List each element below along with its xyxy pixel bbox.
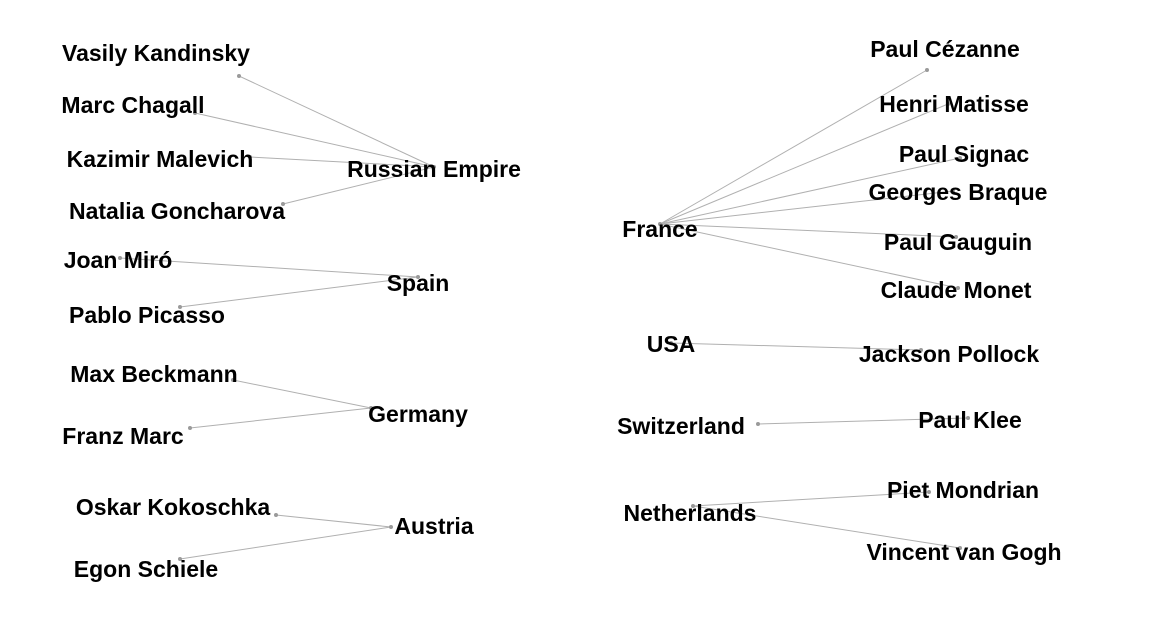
artist-label-max-beckmann: Max Beckmann: [70, 361, 237, 387]
node-dot-switzerland: [756, 422, 760, 426]
edge-france-georges-braque: [659, 190, 954, 225]
artist-label-paul-gauguin: Paul Gauguin: [884, 229, 1032, 255]
edge-switzerland-paul-klee: [757, 417, 969, 425]
node-dot-vincent-van-gogh: [958, 546, 962, 550]
node-dot-germany: [369, 406, 373, 410]
edge-netherlands-piet-mondrian: [692, 491, 930, 507]
artist-label-natalia-goncharova: Natalia Goncharova: [69, 198, 285, 224]
artist-label-egon-schiele: Egon Schiele: [74, 556, 218, 582]
node-dot-egon-schiele: [178, 557, 182, 561]
node-dot-paul-klee: [966, 416, 970, 420]
artist-label-joan-miro: Joan Miró: [64, 247, 173, 273]
node-dot-russian-empire: [432, 165, 436, 169]
node-dot-joan-miro: [118, 256, 122, 260]
country-label-netherlands: Netherlands: [624, 500, 757, 526]
edge-france-henri-matisse: [659, 103, 949, 225]
node-dot-henri-matisse: [946, 102, 950, 106]
node-dot-spain: [416, 275, 420, 279]
node-dot-layer: [118, 68, 970, 561]
node-dot-paul-cezanne: [925, 68, 929, 72]
artist-label-franz-marc: Franz Marc: [62, 423, 184, 449]
node-dot-paul-gauguin: [954, 235, 958, 239]
node-dot-natalia-goncharova: [281, 202, 285, 206]
artist-label-oskar-kokoschka: Oskar Kokoschka: [76, 494, 271, 520]
artist-label-marc-chagall: Marc Chagall: [61, 92, 204, 118]
artist-label-henri-matisse: Henri Matisse: [879, 91, 1029, 117]
edge-france-paul-cezanne: [659, 69, 928, 225]
edge-spain-joan-miro: [119, 257, 419, 278]
edge-russian-empire-natalia-goncharova: [282, 166, 435, 205]
edge-russian-empire-vasily-kandinsky: [238, 75, 435, 168]
edge-germany-max-beckmann: [232, 379, 372, 409]
label-layer: Vasily Kandinsky Marc Chagall Kazimir Male…: [61, 36, 1061, 582]
edge-france-paul-gauguin: [659, 223, 957, 238]
country-label-usa: USA: [647, 331, 696, 357]
edge-russian-empire-marc-chagall: [194, 112, 435, 168]
artist-label-piet-mondrian: Piet Mondrian: [887, 477, 1039, 503]
edge-russian-empire-kazimir-malevich: [249, 156, 435, 168]
node-dot-pablo-picasso: [178, 305, 182, 309]
edge-layer: [119, 69, 969, 560]
edge-germany-franz-marc: [189, 407, 372, 429]
country-label-france: France: [622, 216, 697, 242]
node-dot-oskar-kokoschka: [274, 513, 278, 517]
node-dot-marc-chagall: [193, 111, 197, 115]
node-dot-piet-mondrian: [927, 490, 931, 494]
country-label-spain: Spain: [387, 270, 450, 296]
node-dot-georges-braque: [951, 189, 955, 193]
edge-austria-egon-schiele: [179, 526, 392, 560]
edge-usa-jackson-pollock: [670, 342, 922, 351]
node-dot-franz-marc: [188, 426, 192, 430]
edge-spain-pablo-picasso: [179, 276, 419, 308]
node-dot-vasily-kandinsky: [237, 74, 241, 78]
artist-label-vincent-van-gogh: Vincent van Gogh: [866, 539, 1061, 565]
artist-label-pablo-picasso: Pablo Picasso: [69, 302, 225, 328]
node-dot-france: [658, 222, 662, 226]
node-dot-usa: [669, 341, 673, 345]
country-label-switzerland: Switzerland: [617, 413, 745, 439]
node-dot-paul-signac: [958, 156, 962, 160]
artist-label-paul-signac: Paul Signac: [899, 141, 1030, 167]
artist-label-vasily-kandinsky: Vasily Kandinsky: [62, 40, 250, 66]
country-label-austria: Austria: [394, 513, 473, 539]
edge-netherlands-vincent-van-gogh: [692, 505, 961, 549]
node-dot-kazimir-malevich: [248, 155, 252, 159]
artist-label-paul-klee: Paul Klee: [918, 407, 1022, 433]
edge-france-claude-monet: [659, 223, 959, 289]
artist-label-jackson-pollock: Jackson Pollock: [859, 341, 1039, 367]
node-dot-netherlands: [691, 504, 695, 508]
country-label-russian-empire: Russian Empire: [347, 156, 521, 182]
edge-austria-oskar-kokoschka: [275, 514, 392, 528]
artist-label-paul-cezanne: Paul Cézanne: [870, 36, 1020, 62]
edge-france-paul-signac: [659, 157, 961, 225]
artist-label-claude-monet: Claude Monet: [881, 277, 1032, 303]
node-dot-claude-monet: [956, 286, 960, 290]
artist-label-kazimir-malevich: Kazimir Malevich: [67, 146, 254, 172]
node-dot-max-beckmann: [231, 378, 235, 382]
node-dot-jackson-pollock: [919, 348, 923, 352]
country-label-germany: Germany: [368, 401, 468, 427]
node-dot-austria: [389, 525, 393, 529]
artist-label-georges-braque: Georges Braque: [869, 179, 1048, 205]
